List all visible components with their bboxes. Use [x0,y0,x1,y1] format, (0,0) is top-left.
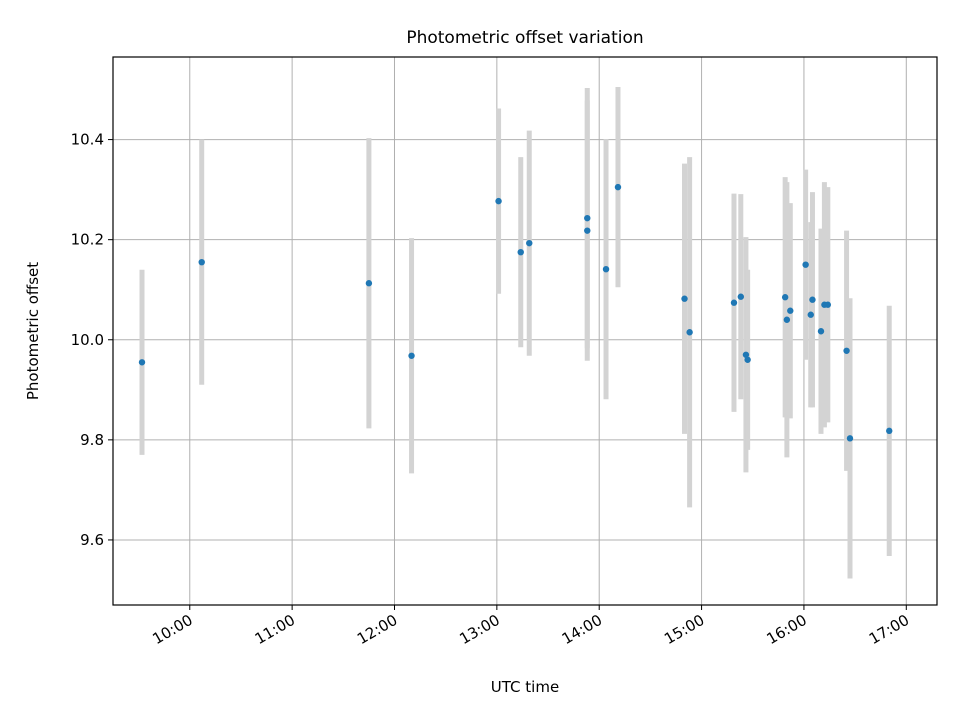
data-point [807,311,814,318]
x-tick-label: 17:00 [866,611,912,648]
data-point [787,307,794,314]
data-point [744,356,751,363]
data-point [781,294,789,301]
data-point [614,183,622,191]
data-point [809,296,816,303]
x-tick-label: 11:00 [252,611,298,648]
data-point [730,299,738,306]
data-point [408,352,415,359]
grid-lines [113,57,937,605]
data-points [138,183,893,442]
x-tick-label: 12:00 [354,611,400,648]
data-point [584,227,591,234]
data-point [886,427,893,435]
y-tick-label: 10.2 [71,231,104,249]
x-tick-label: 13:00 [456,611,502,648]
data-point [526,239,533,247]
data-point [686,329,693,336]
chart-title: Photometric offset variation [406,28,643,48]
x-tick-label: 16:00 [763,611,809,648]
data-point [495,197,502,205]
data-point [802,261,809,268]
x-axis-label: UTC time [491,678,559,696]
data-point [365,280,373,287]
y-tick-label: 10.4 [71,131,104,149]
plot-frame [112,56,938,606]
data-point [843,347,850,354]
y-axis-label: Photometric offset [24,262,42,400]
y-tick-label: 9.6 [80,531,104,549]
data-point [138,359,146,366]
x-tick-label: 15:00 [661,611,707,648]
data-point [817,328,825,335]
data-point [681,295,688,302]
data-point [584,214,591,222]
data-point [737,293,745,300]
data-point [783,316,791,323]
data-point [846,435,854,442]
error-bars [139,87,892,579]
x-tick-label: 14:00 [559,611,605,648]
data-point [198,258,205,266]
data-point [742,351,750,358]
data-point [517,248,524,256]
data-point [824,301,832,308]
y-tick-label: 10.0 [71,331,104,349]
y-tick-label: 9.8 [80,431,104,449]
data-point [602,265,610,273]
x-tick-label: 10:00 [149,611,195,648]
